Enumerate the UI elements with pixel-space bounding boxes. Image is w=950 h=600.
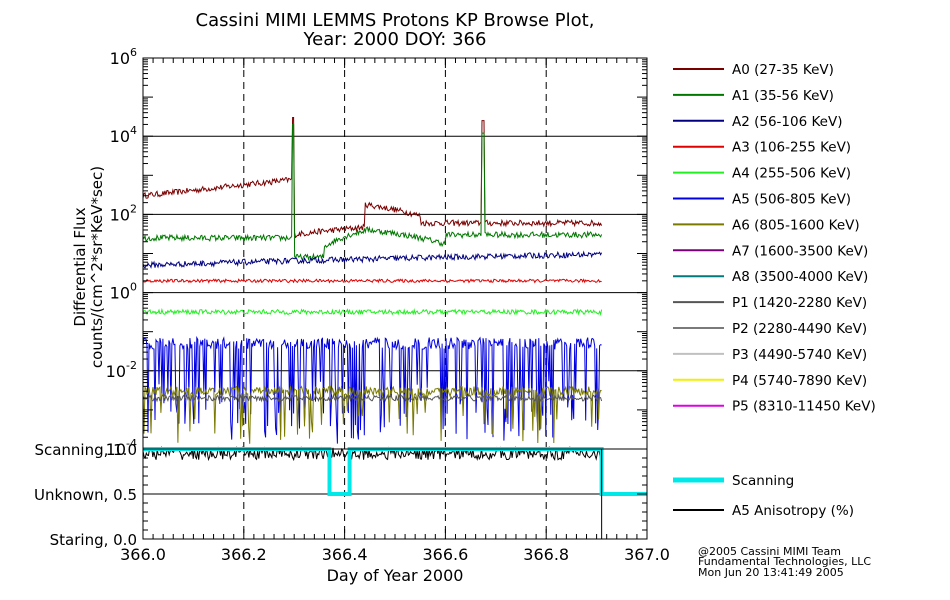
legend-label: A6 (805-1600 KeV) xyxy=(732,217,860,233)
legend-label: P3 (4490-5740 KeV) xyxy=(732,347,867,363)
x-axis-label: Day of Year 2000 xyxy=(326,566,464,585)
x-tick-label: 367.0 xyxy=(624,545,670,564)
y-tick-label: 106 xyxy=(110,46,137,68)
mode-tick-label: Staring, 0.0 xyxy=(50,531,137,549)
legend-label: P1 (1420-2280 KeV) xyxy=(732,295,867,311)
series-line-1 xyxy=(142,123,603,262)
mode-layer xyxy=(142,445,647,539)
series-line-5 xyxy=(142,335,602,444)
footer-copyright: @2005 Cassini MIMI Team xyxy=(698,545,841,558)
legend-label: A2 (56-106 KeV) xyxy=(732,114,842,130)
legend-label: A0 (27-35 KeV) xyxy=(732,62,834,78)
series-line-9 xyxy=(142,393,603,403)
legend-label: A8 (3500-4000 KeV) xyxy=(732,269,868,285)
legend-label: A7 (1600-3500 KeV) xyxy=(732,243,868,259)
legend-label: P4 (5740-7890 KeV) xyxy=(732,373,867,389)
legend-label-mode: Scanning xyxy=(732,473,794,489)
legend-label: A3 (106-255 KeV) xyxy=(732,140,851,156)
y-tick-label: 100 xyxy=(110,281,137,303)
footer-company: Fundamental Technologies, LLC xyxy=(698,555,872,568)
series-line-3 xyxy=(142,278,602,284)
mode-tick-label: Unknown, 0.5 xyxy=(34,486,137,504)
legend-label: A4 (255-506 KeV) xyxy=(732,166,851,182)
legend-label: A1 (35-56 KeV) xyxy=(732,88,834,104)
chart-title: Cassini MIMI LEMMS Protons KP Browse Plo… xyxy=(195,10,595,31)
x-tick-label: 366.6 xyxy=(422,545,468,564)
y-tick-label: 10-4 xyxy=(106,437,137,459)
chart-subtitle: Year: 2000 DOY: 366 xyxy=(303,29,487,50)
y-tick-label: 104 xyxy=(110,124,137,146)
y-tick-label: 10-2 xyxy=(106,359,137,381)
legend-label: A5 (506-805 KeV) xyxy=(732,192,851,208)
y-tick-label: 102 xyxy=(110,202,137,224)
footer-timestamp: Mon Jun 20 13:41:49 2005 xyxy=(698,566,844,579)
mode-tick-label: Scanning, 1.0 xyxy=(34,441,137,459)
x-tick-label: 366.2 xyxy=(221,545,267,564)
legend-label: P5 (8310-11450 KeV) xyxy=(732,399,876,415)
legend-label-mode: A5 Anisotropy (%) xyxy=(732,503,854,519)
series-line-6 xyxy=(142,384,602,444)
legend-label: P2 (2280-4490 KeV) xyxy=(732,321,867,337)
series-layer xyxy=(142,117,603,444)
series-line-2 xyxy=(142,250,603,269)
grid-layer xyxy=(143,58,647,539)
x-tick-label: 366.8 xyxy=(523,545,569,564)
series-line-4 xyxy=(142,307,603,316)
legend-layer: A0 (27-35 KeV) A1 (35-56 KeV) A2 (56-106 K… xyxy=(673,62,876,519)
x-tick-label: 366.0 xyxy=(120,545,166,564)
x-tick-label: 366.4 xyxy=(322,545,368,564)
series-line-0 xyxy=(142,117,603,239)
